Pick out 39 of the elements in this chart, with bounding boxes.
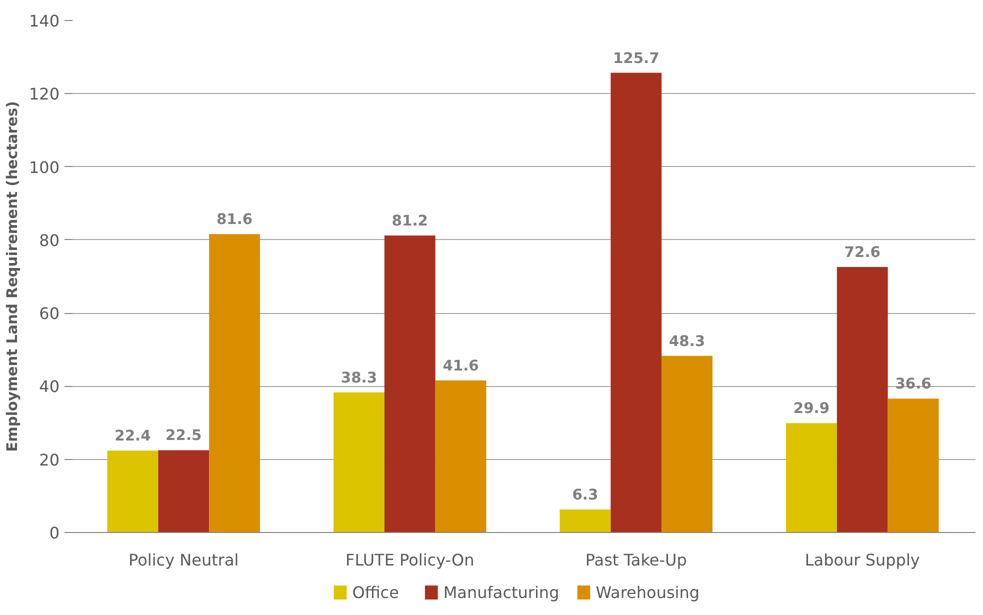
- bar: [435, 380, 486, 532]
- y-axis-title: Employment Land Requirement (hectares): [4, 101, 21, 452]
- data-label: 29.9: [793, 400, 830, 418]
- y-tick-label: 60: [39, 304, 60, 324]
- bar: [560, 509, 611, 532]
- x-tick-label: Policy Neutral: [128, 550, 239, 570]
- data-label: 38.3: [340, 369, 378, 386]
- y-tick-label: 120: [28, 84, 60, 104]
- bar: [158, 450, 210, 532]
- bar: [107, 450, 158, 532]
- x-tick-label: Past Take-Up: [585, 550, 687, 570]
- data-label: 81.2: [392, 212, 428, 230]
- data-label: 48.3: [668, 332, 706, 350]
- legend-label: Office: [352, 583, 399, 602]
- data-label: 22.5: [166, 427, 202, 444]
- bar: [836, 266, 888, 532]
- y-tick-label: 80: [39, 230, 60, 250]
- x-tick-label: Labour Supply: [804, 550, 920, 570]
- data-label: 125.7: [612, 50, 660, 67]
- y-tick-label: 140: [28, 12, 60, 30]
- bar: [888, 398, 939, 532]
- data-label: 22.4: [114, 428, 151, 445]
- x-tick-label: FLUTE Policy-On: [346, 550, 474, 570]
- y-tick-label: 20: [39, 450, 60, 470]
- bar: [334, 392, 384, 532]
- data-label: 72.6: [844, 244, 880, 261]
- bar: [384, 236, 436, 532]
- data-label: 6.3: [572, 486, 598, 504]
- bar: [662, 356, 712, 532]
- y-tick-label: 40: [39, 377, 60, 396]
- data-label: 41.6: [442, 357, 479, 374]
- y-tick-label: 0: [49, 524, 60, 542]
- bar: [209, 234, 260, 532]
- legend-label: Manufacturing: [443, 583, 560, 602]
- bar: [610, 72, 662, 532]
- bar: [786, 423, 837, 532]
- y-tick-label: 100: [28, 158, 60, 177]
- legend-label: Warehousing: [596, 583, 700, 602]
- data-label: 81.6: [216, 211, 253, 228]
